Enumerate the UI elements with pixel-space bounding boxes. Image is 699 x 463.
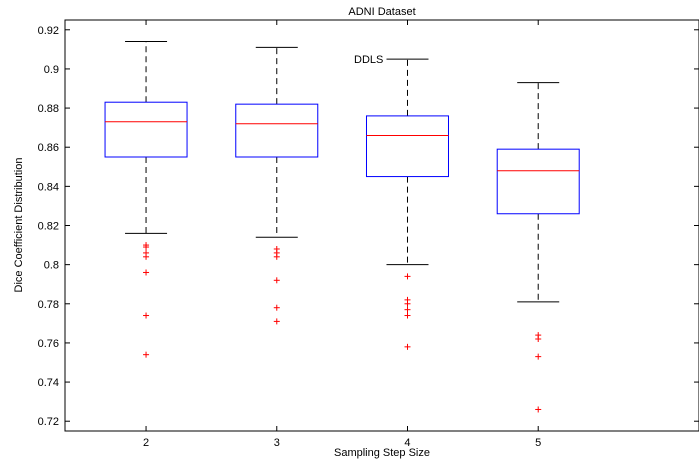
box-series bbox=[104, 41, 580, 413]
y-axis-label: Dice Coefficient Distribution bbox=[13, 158, 25, 293]
x-tick-label: 3 bbox=[274, 437, 280, 449]
y-tick-label: 0.72 bbox=[38, 416, 59, 428]
x-tick-label: 5 bbox=[535, 437, 541, 449]
outlier-point bbox=[273, 318, 280, 325]
y-tick-label: 0.76 bbox=[38, 338, 59, 350]
y-tick-label: 0.84 bbox=[38, 181, 59, 193]
iqr-box bbox=[104, 101, 188, 158]
outlier-point bbox=[404, 300, 411, 307]
outlier-point bbox=[143, 244, 150, 251]
y-tick-label: 0.82 bbox=[38, 221, 59, 233]
outlier-point bbox=[404, 273, 411, 280]
iqr-box bbox=[235, 103, 319, 158]
outlier-point bbox=[143, 253, 150, 260]
y-tick-label: 0.92 bbox=[38, 25, 59, 37]
y-tick-label: 0.78 bbox=[38, 299, 59, 311]
box-group-2 bbox=[104, 41, 188, 358]
x-tick-label: 2 bbox=[143, 437, 149, 449]
outlier-point bbox=[535, 406, 542, 413]
box-group-3 bbox=[235, 46, 319, 325]
outlier-point bbox=[404, 306, 411, 313]
y-tick-label: 0.74 bbox=[38, 377, 59, 389]
ddls-annotation: DDLS bbox=[354, 54, 383, 66]
x-tick-label: 4 bbox=[404, 437, 410, 449]
outlier-point bbox=[273, 253, 280, 260]
outlier-point bbox=[143, 351, 150, 358]
plot-frame bbox=[64, 19, 699, 432]
outlier-point bbox=[404, 343, 411, 350]
y-axis-ticks: 0.72 0.74 0.76 0.78 0.8 0.82 0.84 0.86 0.88 0.9 0.… bbox=[38, 25, 699, 428]
box-group-5 bbox=[496, 82, 580, 413]
chart-title: ADNI Dataset bbox=[348, 6, 415, 18]
outlier-point bbox=[273, 304, 280, 311]
outlier-point bbox=[535, 336, 542, 343]
x-axis-label: Sampling Step Size bbox=[334, 447, 430, 459]
iqr-box bbox=[496, 148, 580, 215]
outlier-point bbox=[535, 353, 542, 360]
y-tick-label: 0.86 bbox=[38, 142, 59, 154]
box-group-4 bbox=[365, 58, 449, 350]
x-axis-ticks: 2 3 4 5 bbox=[143, 20, 541, 449]
y-tick-label: 0.8 bbox=[44, 260, 59, 272]
y-tick-label: 0.88 bbox=[38, 103, 59, 115]
outlier-point bbox=[143, 312, 150, 319]
iqr-box bbox=[365, 115, 449, 178]
outlier-point bbox=[143, 269, 150, 276]
outlier-point bbox=[273, 277, 280, 284]
outlier-point bbox=[404, 312, 411, 319]
y-tick-label: 0.9 bbox=[44, 64, 59, 76]
